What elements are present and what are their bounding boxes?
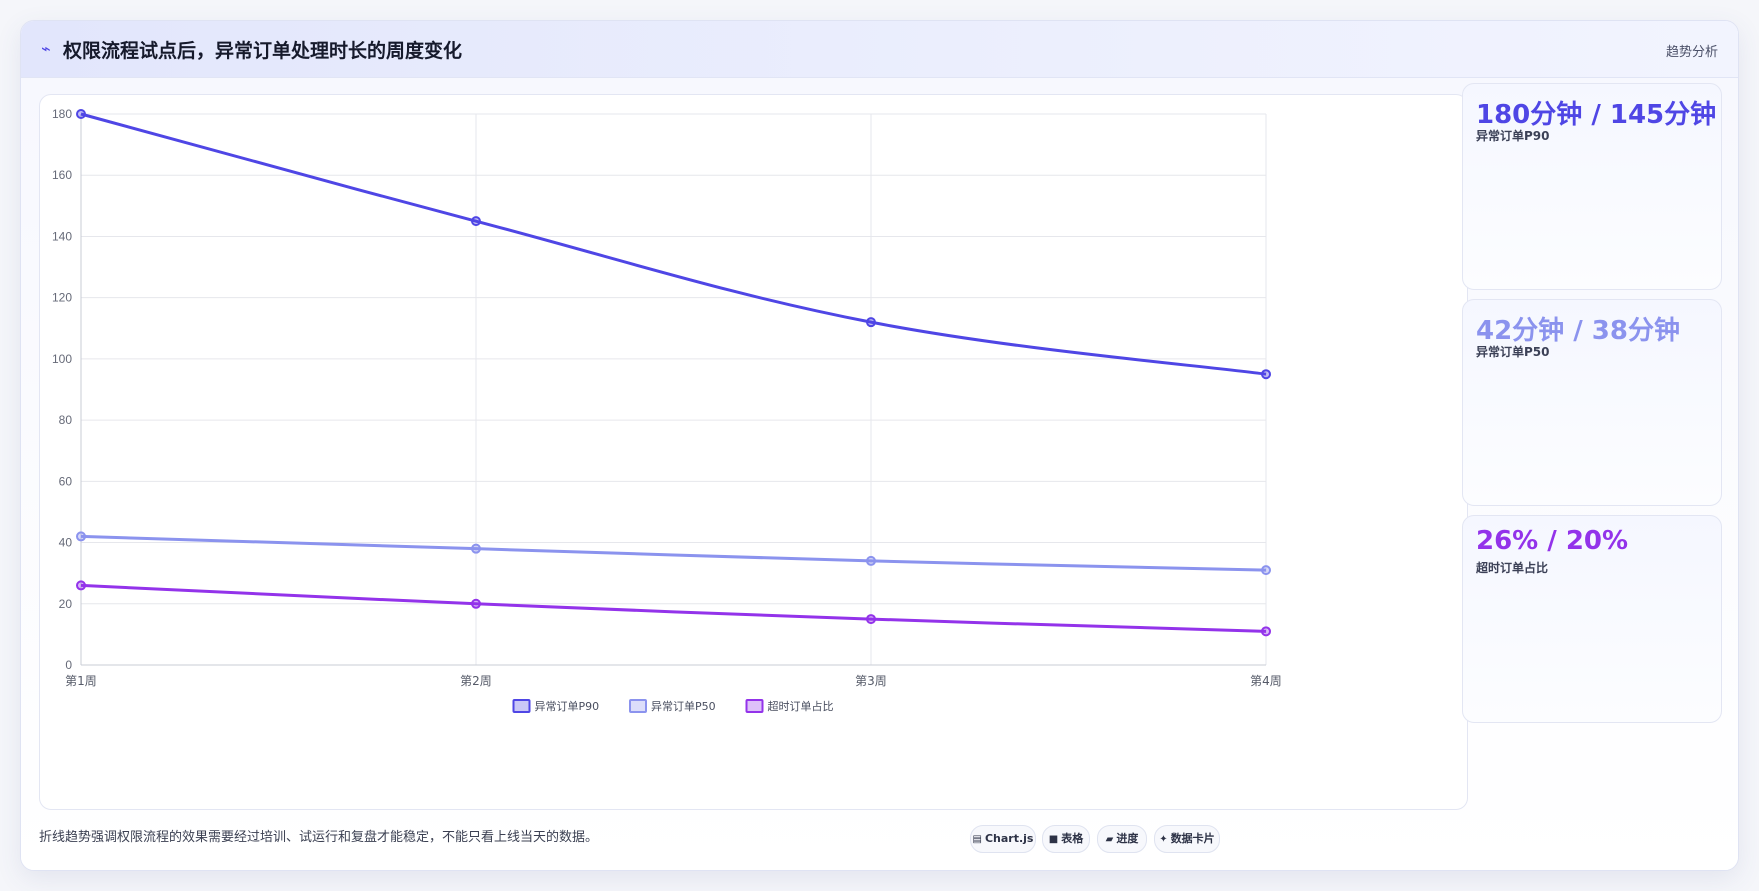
legend-label: 异常订单P90 bbox=[535, 700, 600, 713]
chart-icon: ▤ bbox=[972, 834, 982, 845]
chip-label: 进度 bbox=[1116, 832, 1139, 845]
chip-chartjs[interactable]: ▤ Chart.js bbox=[970, 825, 1036, 853]
legend-swatch bbox=[512, 699, 531, 713]
x-tick-label: 第3周 bbox=[855, 674, 887, 688]
series-line-1 bbox=[80, 112, 1267, 376]
y-tick-label: 0 bbox=[65, 658, 72, 672]
data-point bbox=[76, 531, 86, 542]
data-point bbox=[471, 543, 481, 554]
y-tick-label: 20 bbox=[59, 597, 73, 611]
stat-label-timeout: 超时订单占比 bbox=[1476, 561, 1549, 575]
line-chart-panel: 0 20 40 60 80 100 120 140 160 180 第1周 第2周 第3周 第4周异常订单… bbox=[39, 94, 1468, 810]
data-point bbox=[1261, 565, 1271, 576]
trend-line-icon: ⌁ bbox=[41, 39, 51, 58]
legend-label: 异常订单P50 bbox=[651, 700, 716, 713]
y-tick-label: 80 bbox=[59, 413, 73, 427]
chip-data-card[interactable]: ✦ 数据卡片 bbox=[1154, 825, 1220, 853]
chip-label: Chart.js bbox=[984, 832, 1034, 845]
chip-label: 表格 bbox=[1061, 832, 1084, 845]
card-header: ⌁ 权限流程试点后，异常订单处理时长的周度变化 趋势分析 bbox=[21, 21, 1738, 78]
y-tick-label: 120 bbox=[52, 291, 72, 305]
footnote: 折线趋势强调权限流程的效果需要经过培训、试运行和复盘才能稳定，不能只看上线当天的… bbox=[39, 830, 599, 845]
x-tick-label: 第2周 bbox=[460, 674, 492, 688]
legend-swatch bbox=[629, 699, 647, 713]
y-tick-label: 160 bbox=[52, 168, 72, 182]
table-icon: ■ bbox=[1048, 834, 1059, 845]
stat-card-p50: 42分钟 / 38分钟 异常订单P50 bbox=[1462, 299, 1722, 506]
y-tick-label: 40 bbox=[59, 536, 73, 550]
legend-label: 超时订单占比 bbox=[768, 699, 834, 713]
chip-progress[interactable]: ▰ 进度 bbox=[1097, 825, 1147, 853]
line-chart: 0 20 40 60 80 100 120 140 160 180 第1周 第2周 第3周 第4周异常订单… bbox=[52, 107, 1282, 713]
card-icon: ✦ bbox=[1159, 834, 1168, 845]
data-point bbox=[76, 109, 86, 119]
legend-swatch bbox=[745, 699, 764, 713]
data-point bbox=[1261, 369, 1271, 380]
stat-value-p90: 180分钟 / 145分钟 bbox=[1476, 100, 1717, 130]
x-tick-label: 第4周 bbox=[1250, 674, 1282, 688]
data-point bbox=[76, 580, 86, 591]
series-line-2 bbox=[80, 534, 1267, 572]
stat-card-p90: 180分钟 / 145分钟 异常订单P90 bbox=[1462, 83, 1722, 290]
data-point bbox=[866, 317, 876, 328]
stat-card-timeout: 26% / 20% 超时订单占比 bbox=[1462, 515, 1722, 723]
series-line-3 bbox=[80, 583, 1267, 633]
y-tick-label: 100 bbox=[52, 352, 72, 366]
stat-label-p90: 异常订单P90 bbox=[1476, 129, 1550, 143]
chip-label: 数据卡片 bbox=[1170, 832, 1215, 845]
progress-icon: ▰ bbox=[1105, 834, 1114, 845]
chart-card: ⌁ 权限流程试点后，异常订单处理时长的周度变化 趋势分析 0 20 40 60 80 10… bbox=[20, 20, 1739, 871]
y-tick-label: 60 bbox=[59, 474, 73, 488]
chip-table[interactable]: ■ 表格 bbox=[1042, 825, 1090, 853]
page-title: 权限流程试点后，异常订单处理时长的周度变化 bbox=[63, 40, 463, 62]
data-point bbox=[1261, 626, 1271, 637]
data-point bbox=[471, 598, 481, 609]
stat-label-p50: 异常订单P50 bbox=[1476, 345, 1550, 359]
data-point bbox=[866, 614, 876, 625]
data-point bbox=[471, 216, 481, 227]
analysis-type-tag: 趋势分析 bbox=[1665, 45, 1718, 60]
data-point bbox=[866, 555, 876, 566]
y-tick-label: 140 bbox=[52, 229, 72, 243]
y-tick-label: 180 bbox=[52, 107, 72, 121]
stat-value-timeout: 26% / 20% bbox=[1476, 526, 1629, 556]
stat-value-p50: 42分钟 / 38分钟 bbox=[1476, 316, 1680, 346]
x-tick-label: 第1周 bbox=[65, 674, 97, 688]
